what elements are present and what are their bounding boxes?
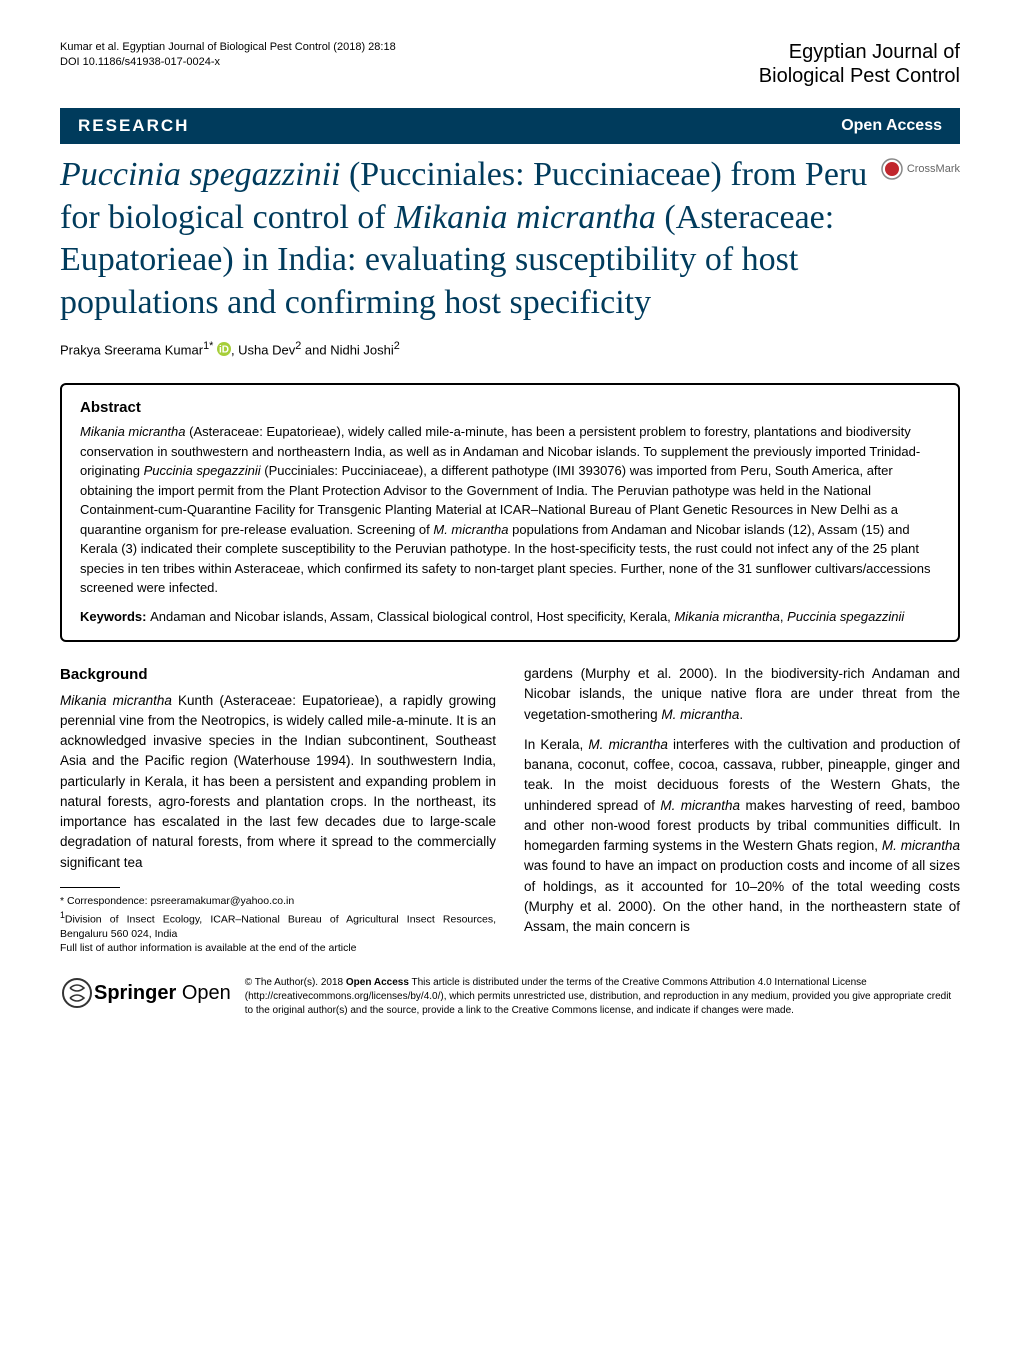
bg-p2-b: M. micrantha [588,737,667,752]
keywords-line: Keywords: Andaman and Nicobar islands, A… [80,608,940,626]
keywords-label: Keywords: [80,609,150,624]
footnotes-block: * Correspondence: psreeramakumar@yahoo.c… [60,894,496,956]
crossmark-badge[interactable]: CrossMark [881,158,960,180]
bg-p2-d: M. micrantha [660,798,740,813]
lic-a: © The Author(s). 2018 [245,977,346,988]
author-list: Prakya Sreerama Kumar1* iD , Usha Dev 2 a… [60,340,960,359]
article-title: Puccinia spegazzinii (Pucciniales: Pucci… [60,154,960,324]
author-info-note: Full list of author information is avail… [60,941,496,956]
journal-title-block: Egyptian Journal of Biological Pest Cont… [759,40,960,88]
right-column: gardens (Murphy et al. 2000). In the bio… [524,664,960,956]
background-p1-left: Mikania micrantha Kunth (Asteraceae: Eup… [60,691,496,873]
body-columns: Background Mikania micrantha Kunth (Aste… [60,664,960,956]
author3: and Nidhi Joshi [301,342,394,357]
abstract-body: Mikania micrantha (Asteraceae: Eupatorie… [80,422,940,598]
crossmark-icon [881,158,903,180]
license-text: © The Author(s). 2018 Open Access This a… [245,976,960,1018]
kw-d: Puccinia spegazzinii [787,609,904,624]
kw-a: Andaman and Nicobar islands, Assam, Clas… [150,609,674,624]
logo-springer: Springer [94,982,176,1004]
aff1-text: Division of Insect Ecology, ICAR–Nationa… [60,913,496,940]
svg-text:iD: iD [219,345,229,356]
lic-b: Open Access [346,977,409,988]
abs-seg-c: Puccinia spegazzinii [144,463,261,478]
bg-p1-b: Kunth (Asteraceae: Eupatorieae), a rapid… [60,693,496,870]
logo-text: Springer Open [94,982,231,1005]
crossmark-text: CrossMark [907,163,960,175]
left-column: Background Mikania micrantha Kunth (Aste… [60,664,496,956]
abstract-box: Abstract Mikania micrantha (Asteraceae: … [60,383,960,642]
background-p1-right: gardens (Murphy et al. 2000). In the bio… [524,664,960,725]
citation-line1: Kumar et al. Egyptian Journal of Biologi… [60,40,396,55]
citation-block: Kumar et al. Egyptian Journal of Biologi… [60,40,396,71]
kw-b: Mikania micrantha [674,609,780,624]
abs-seg-e: M. micrantha [433,522,508,537]
abs-seg-a: Mikania micrantha [80,424,186,439]
title-species2: Mikania micrantha [394,199,656,236]
affiliation1: 1Division of Insect Ecology, ICAR–Nation… [60,909,496,942]
author3-sup: 2 [394,340,400,352]
author2: , Usha Dev [231,342,295,357]
bg-p2-f: M. micrantha [882,838,960,853]
abstract-heading: Abstract [80,399,940,416]
author1: Prakya Sreerama Kumar [60,342,203,357]
citation-line2: DOI 10.1186/s41938-017-0024-x [60,55,396,70]
journal-line2: Biological Pest Control [759,64,960,88]
footer: Springer Open © The Author(s). 2018 Open… [60,976,960,1018]
background-heading: Background [60,664,496,687]
journal-line1: Egyptian Journal of [759,40,960,64]
bg-p1-a: Mikania micrantha [60,693,172,708]
author1-sup: 1* [203,340,213,352]
article-type-banner: RESEARCH Open Access [60,108,960,144]
title-species1: Puccinia spegazzinii [60,156,340,193]
open-access-label: Open Access [841,117,942,135]
logo-open: Open [182,982,231,1004]
page-header: Kumar et al. Egyptian Journal of Biologi… [60,40,960,88]
footnote-rule [60,887,120,888]
correspondence: * Correspondence: psreeramakumar@yahoo.c… [60,894,496,909]
bg-p2-g: was found to have an impact on productio… [524,858,960,934]
springer-open-logo: Springer Open [60,976,231,1010]
bg-p1-cont-c: . [739,707,743,722]
article-type-label: RESEARCH [78,116,189,136]
bg-p2-a: In Kerala, [524,737,588,752]
bg-p1-cont-b: M. micrantha [661,707,739,722]
springer-icon [60,976,94,1010]
background-p2: In Kerala, M. micrantha interferes with … [524,735,960,938]
orcid-icon[interactable]: iD [217,342,231,359]
